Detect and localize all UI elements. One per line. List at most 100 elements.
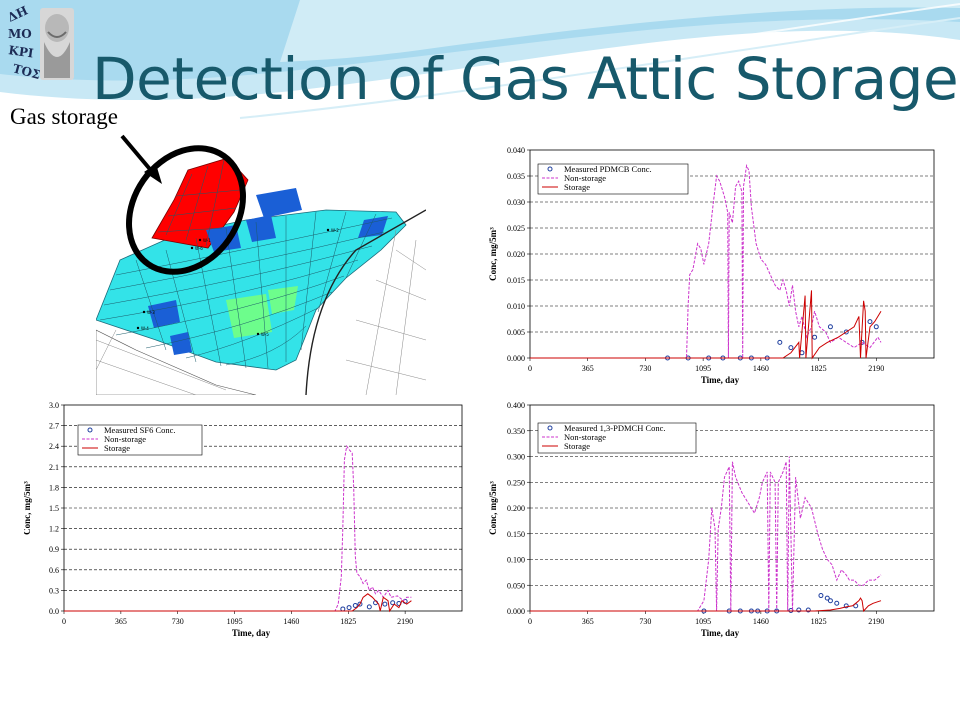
y-tick-label: 0.030 xyxy=(507,198,525,207)
x-tick-label: 1460 xyxy=(753,364,769,373)
gas-storage-label: Gas storage xyxy=(10,104,118,129)
well-label: W-6 xyxy=(195,246,203,251)
data-point xyxy=(834,600,840,606)
y-tick-label: 0.050 xyxy=(507,581,525,590)
chart-pdmch: 0.000 0.050 0.100 0.150 0.200 0.250 0.300 0.350… xyxy=(486,395,946,657)
svg-text:ΔΗ: ΔΗ xyxy=(5,3,30,24)
data-point xyxy=(390,600,396,606)
data-point xyxy=(827,598,833,604)
y-tick-label: 0.020 xyxy=(507,250,525,259)
data-point xyxy=(788,345,794,351)
y-tick-label: 2.4 xyxy=(49,442,59,451)
data-point xyxy=(340,606,346,612)
legend-label: Storage xyxy=(104,443,130,453)
chart-sf6: 0.0 0.3 0.6 0.9 1.2 1.5 1.8 2.1 2.4 2.7 3.0 0 365 730… xyxy=(24,395,470,657)
x-axis-title: Time, day xyxy=(701,375,740,385)
legend-marker xyxy=(547,166,553,172)
series-line-storage xyxy=(530,597,882,613)
reservoir-grid-image: W-1 W-2 W-3 W-4 W-5 W-6 xyxy=(96,145,426,395)
x-tick-label: 1825 xyxy=(340,617,356,626)
y-tick-label: 0.250 xyxy=(507,478,525,487)
x-tick-label: 365 xyxy=(582,617,594,626)
x-tick-label: 2190 xyxy=(868,617,884,626)
data-point xyxy=(812,334,818,340)
header-swoosh-background xyxy=(0,0,960,119)
series-line-non-storage xyxy=(530,456,882,612)
x-tick-label: 1095 xyxy=(227,617,243,626)
data-point xyxy=(873,324,879,330)
well-label: W-5 xyxy=(261,332,269,337)
x-tick-label: 2190 xyxy=(397,617,413,626)
legend-box xyxy=(77,424,203,456)
legend-label: Measured 1,3-PDMCH Conc. xyxy=(564,423,666,433)
well-label: W-2 xyxy=(331,228,339,233)
y-tick-label: 2.1 xyxy=(49,463,59,472)
well-label: W-1 xyxy=(203,238,211,243)
y-tick-label: 0.9 xyxy=(49,545,59,554)
y-tick-label: 1.5 xyxy=(49,504,59,513)
data-point xyxy=(352,603,358,609)
y-tick-label: 0.100 xyxy=(507,556,525,565)
data-point xyxy=(867,319,873,325)
y-tick-label: 0.035 xyxy=(507,172,525,181)
series-line-storage xyxy=(64,593,412,613)
x-tick-label: 0 xyxy=(62,617,66,626)
x-tick-label: 1095 xyxy=(695,364,711,373)
x-tick-label: 1095 xyxy=(695,617,711,626)
x-tick-label: 730 xyxy=(639,617,651,626)
x-tick-label: 730 xyxy=(639,364,651,373)
slide-title: Detection of Gas Attic Storage xyxy=(92,45,959,113)
x-tick-label: 1460 xyxy=(753,617,769,626)
x-tick-label: 0 xyxy=(528,617,532,626)
legend-box xyxy=(537,422,697,454)
y-axis-title: Conc, mg/5m³ xyxy=(24,481,32,535)
x-tick-label: 1825 xyxy=(811,364,827,373)
well-label: W-4 xyxy=(141,326,149,331)
y-tick-label: 0.300 xyxy=(507,453,525,462)
data-point xyxy=(366,604,372,610)
data-point xyxy=(818,593,824,599)
y-tick-label: 3.0 xyxy=(49,401,59,410)
y-tick-label: 0.005 xyxy=(507,328,525,337)
svg-text:ΚΡΙ: ΚΡΙ xyxy=(8,43,35,60)
x-tick-label: 365 xyxy=(115,617,127,626)
y-tick-label: 0.000 xyxy=(507,607,525,616)
y-tick-label: 0.200 xyxy=(507,504,525,513)
y-tick-label: 0.400 xyxy=(507,401,525,410)
y-tick-label: 2.7 xyxy=(49,422,59,431)
y-tick-label: 0.6 xyxy=(49,566,59,575)
series-line-non-storage xyxy=(64,444,412,612)
y-tick-label: 0.025 xyxy=(507,224,525,233)
series-line-non-storage xyxy=(530,163,882,359)
data-point xyxy=(382,601,388,607)
svg-text:ΤΟΣ: ΤΟΣ xyxy=(11,61,42,82)
legend-label: Measured PDMCB Conc. xyxy=(564,164,652,174)
y-tick-label: 0.350 xyxy=(507,427,525,436)
legend-label: Storage xyxy=(564,441,590,451)
y-tick-label: 0.040 xyxy=(507,146,525,155)
well-label: W-3 xyxy=(147,310,155,315)
y-tick-label: 0.150 xyxy=(507,530,525,539)
y-axis-title: Conc, mg/5m³ xyxy=(488,227,498,281)
y-tick-label: 0.000 xyxy=(507,354,525,363)
legend-label: Storage xyxy=(564,182,590,192)
x-tick-label: 0 xyxy=(528,364,532,373)
x-tick-label: 1825 xyxy=(811,617,827,626)
x-axis-title: Time, day xyxy=(232,628,271,638)
legend-box xyxy=(537,163,689,195)
legend-label: Measured SF6 Conc. xyxy=(104,425,176,435)
y-tick-label: 1.2 xyxy=(49,525,59,534)
arrow-icon xyxy=(120,134,162,184)
y-tick-label: 0.015 xyxy=(507,276,525,285)
y-tick-label: 0.3 xyxy=(49,586,59,595)
chart-pdmcb: 0.000 0.005 0.010 0.015 0.020 0.025 0.030 0.035… xyxy=(486,138,946,396)
x-tick-label: 365 xyxy=(582,364,594,373)
y-tick-label: 0.010 xyxy=(507,302,525,311)
x-tick-label: 1460 xyxy=(283,617,299,626)
legend-label: Non-storage xyxy=(564,173,606,183)
y-tick-label: 1.8 xyxy=(49,483,59,492)
y-axis-title: Conc, mg/5m³ xyxy=(488,481,498,535)
data-point xyxy=(777,339,783,345)
storage-highlight-ellipse xyxy=(126,145,246,275)
x-tick-label: 730 xyxy=(172,617,184,626)
